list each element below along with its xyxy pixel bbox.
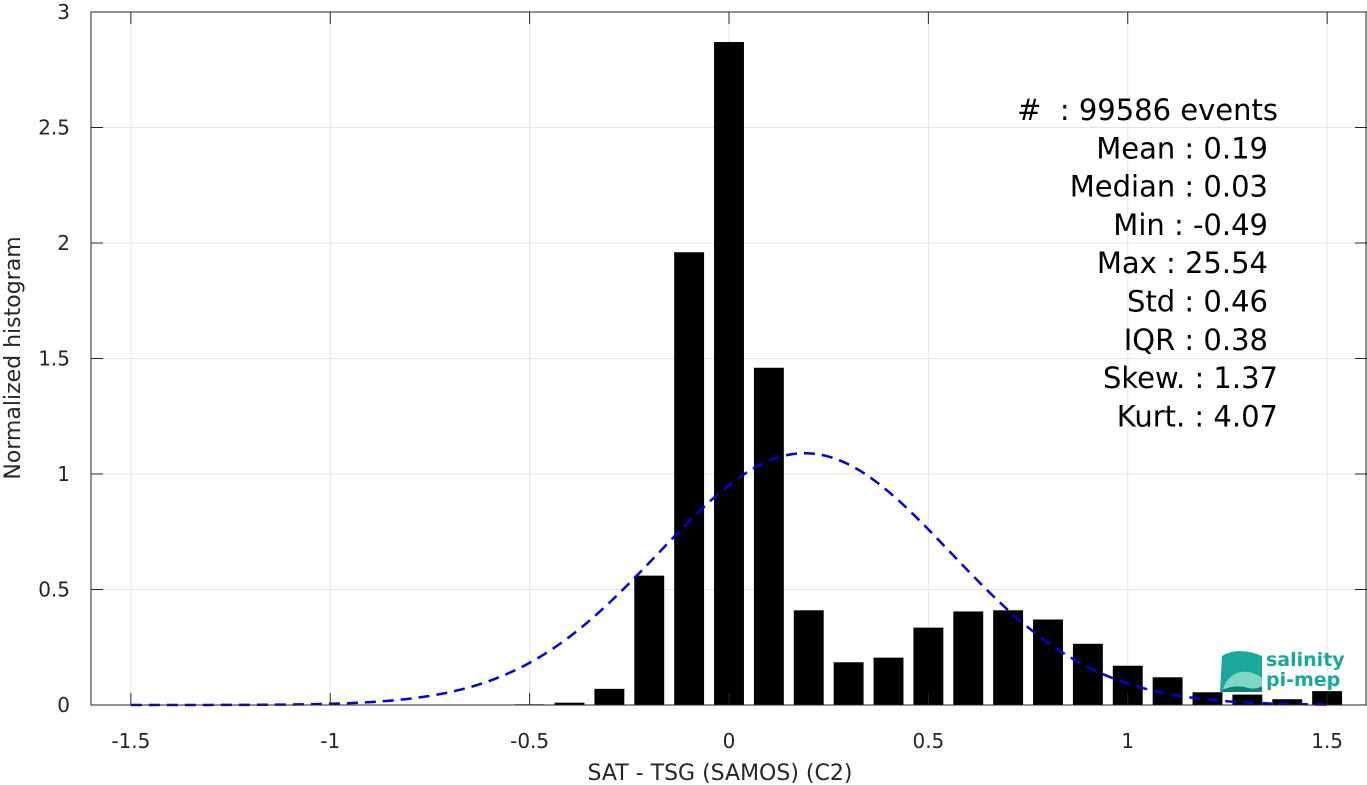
logo-text-pi-mep: pi-mep: [1266, 669, 1340, 691]
histogram-bar: [993, 610, 1024, 705]
axis-ticks: [91, 11, 1367, 706]
y-tick-label: 0: [57, 693, 70, 717]
y-tick-label: 2.5: [38, 116, 70, 140]
histogram-bar: [714, 42, 744, 705]
statistics-box: # : 99586 events Mean : 0.19 Median : 0.03…: [1017, 93, 1278, 433]
x-axis-label: SAT - TSG (SAMOS) (C2): [588, 761, 853, 785]
histogram-bar: [1072, 643, 1103, 705]
stat-line: Kurt. : 4.07: [1117, 399, 1278, 433]
stat-line: Min : -0.49: [1113, 208, 1268, 242]
histogram-bar: [1232, 694, 1263, 705]
y-axis-label: Normalized histogram: [1, 236, 26, 479]
stat-line: Max : 25.54: [1097, 246, 1268, 280]
stat-line: Std : 0.46: [1127, 285, 1268, 319]
stat-line: Skew. : 1.37: [1103, 361, 1278, 395]
stat-line: # : 99586 events: [1017, 93, 1278, 127]
logo-wave-light-icon: [1222, 671, 1262, 692]
stat-line: IQR : 0.38: [1124, 323, 1268, 357]
salinity-pi-mep-logo: salinity pi-mep: [1220, 649, 1345, 692]
x-tick-label: 1: [1121, 729, 1134, 753]
y-tick-label: 0.5: [38, 578, 70, 602]
histogram-bar: [594, 688, 625, 705]
y-tick-label: 2: [57, 231, 70, 255]
y-tick-label: 1.5: [38, 347, 70, 371]
stat-line: Mean : 0.19: [1096, 131, 1268, 165]
histogram-bar: [674, 252, 705, 706]
x-tick-label: -0.5: [510, 729, 549, 753]
y-tick-labels: 0 0.5 1 1.5 2 2.5 3: [38, 0, 70, 717]
histogram-bars: [514, 42, 1343, 706]
histogram-bar: [554, 702, 585, 705]
x-tick-label: 1.5: [1311, 729, 1343, 753]
histogram-bar: [1272, 699, 1303, 705]
histogram-bar: [833, 662, 864, 705]
x-tick-label: 0.5: [912, 729, 944, 753]
histogram-bar: [913, 627, 944, 705]
histogram-bar: [1033, 619, 1063, 705]
x-tick-labels: -1.5 -1 -0.5 0 0.5 1 1.5: [111, 729, 1343, 753]
x-tick-label: -1: [320, 729, 340, 753]
x-tick-label: 0: [723, 729, 736, 753]
logo-wave-dark-icon: [1222, 686, 1262, 692]
x-tick-label: -1.5: [111, 729, 150, 753]
histogram-bar: [873, 657, 904, 705]
y-tick-label: 1: [57, 462, 70, 486]
histogram-bar: [753, 367, 784, 705]
histogram-bar: [793, 610, 824, 705]
histogram-bar: [634, 575, 665, 705]
y-tick-label: 3: [57, 0, 70, 24]
stat-line: Median : 0.03: [1070, 170, 1268, 204]
logo-text-salinity: salinity: [1266, 649, 1345, 671]
histogram-bar: [953, 611, 984, 705]
